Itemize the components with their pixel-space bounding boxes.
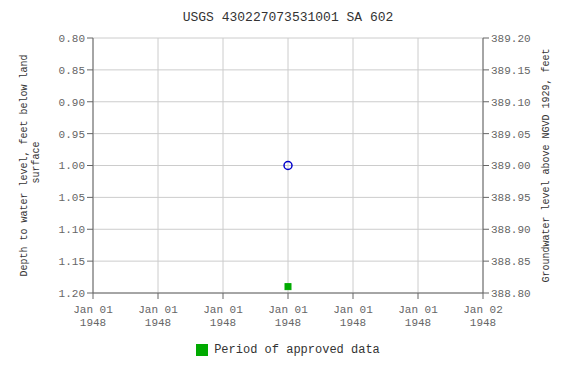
svg-text:Jan 011948: Jan 011948 [398, 304, 438, 329]
svg-text:1.10: 1.10 [59, 224, 85, 236]
svg-text:388.80: 388.80 [491, 288, 531, 300]
svg-text:0.90: 0.90 [59, 97, 85, 109]
svg-text:389.15: 389.15 [491, 65, 531, 77]
svg-text:Jan 011948: Jan 011948 [268, 304, 308, 329]
svg-text:389.20: 389.20 [491, 33, 531, 45]
svg-text:389.00: 389.00 [491, 160, 531, 172]
svg-text:Jan 011948: Jan 011948 [203, 304, 243, 329]
svg-text:1.05: 1.05 [59, 192, 85, 204]
svg-text:388.85: 388.85 [491, 256, 531, 268]
html-text:Period of approved data: Period of approved data [214, 343, 380, 357]
svg-text:Jan 021948: Jan 021948 [463, 304, 503, 329]
svg-text:0.95: 0.95 [59, 129, 85, 141]
svg-text:388.95: 388.95 [491, 192, 531, 204]
svg-text:1.20: 1.20 [59, 288, 85, 300]
svg-text:Depth to water level, feet bel: Depth to water level, feet below land su… [19, 54, 42, 276]
svg-text:Jan 011948: Jan 011948 [138, 304, 178, 329]
svg-text:Jan 011948: Jan 011948 [73, 304, 113, 329]
svg-text:Jan 011948: Jan 011948 [333, 304, 373, 329]
svg-text:1.15: 1.15 [59, 256, 85, 268]
svg-text:Groundwater level above NGVD 1: Groundwater level above NGVD 1929, feet [541, 48, 552, 282]
svg-text:0.85: 0.85 [59, 65, 85, 77]
html-text:USGS 430227073531001 SA 602: USGS 430227073531001 SA 602 [182, 10, 394, 25]
svg-text:389.05: 389.05 [491, 129, 531, 141]
svg-text:389.10: 389.10 [491, 97, 531, 109]
svg-text:388.90: 388.90 [491, 224, 531, 236]
svg-text:0.80: 0.80 [59, 33, 85, 45]
svg-text:1.00: 1.00 [59, 160, 85, 172]
